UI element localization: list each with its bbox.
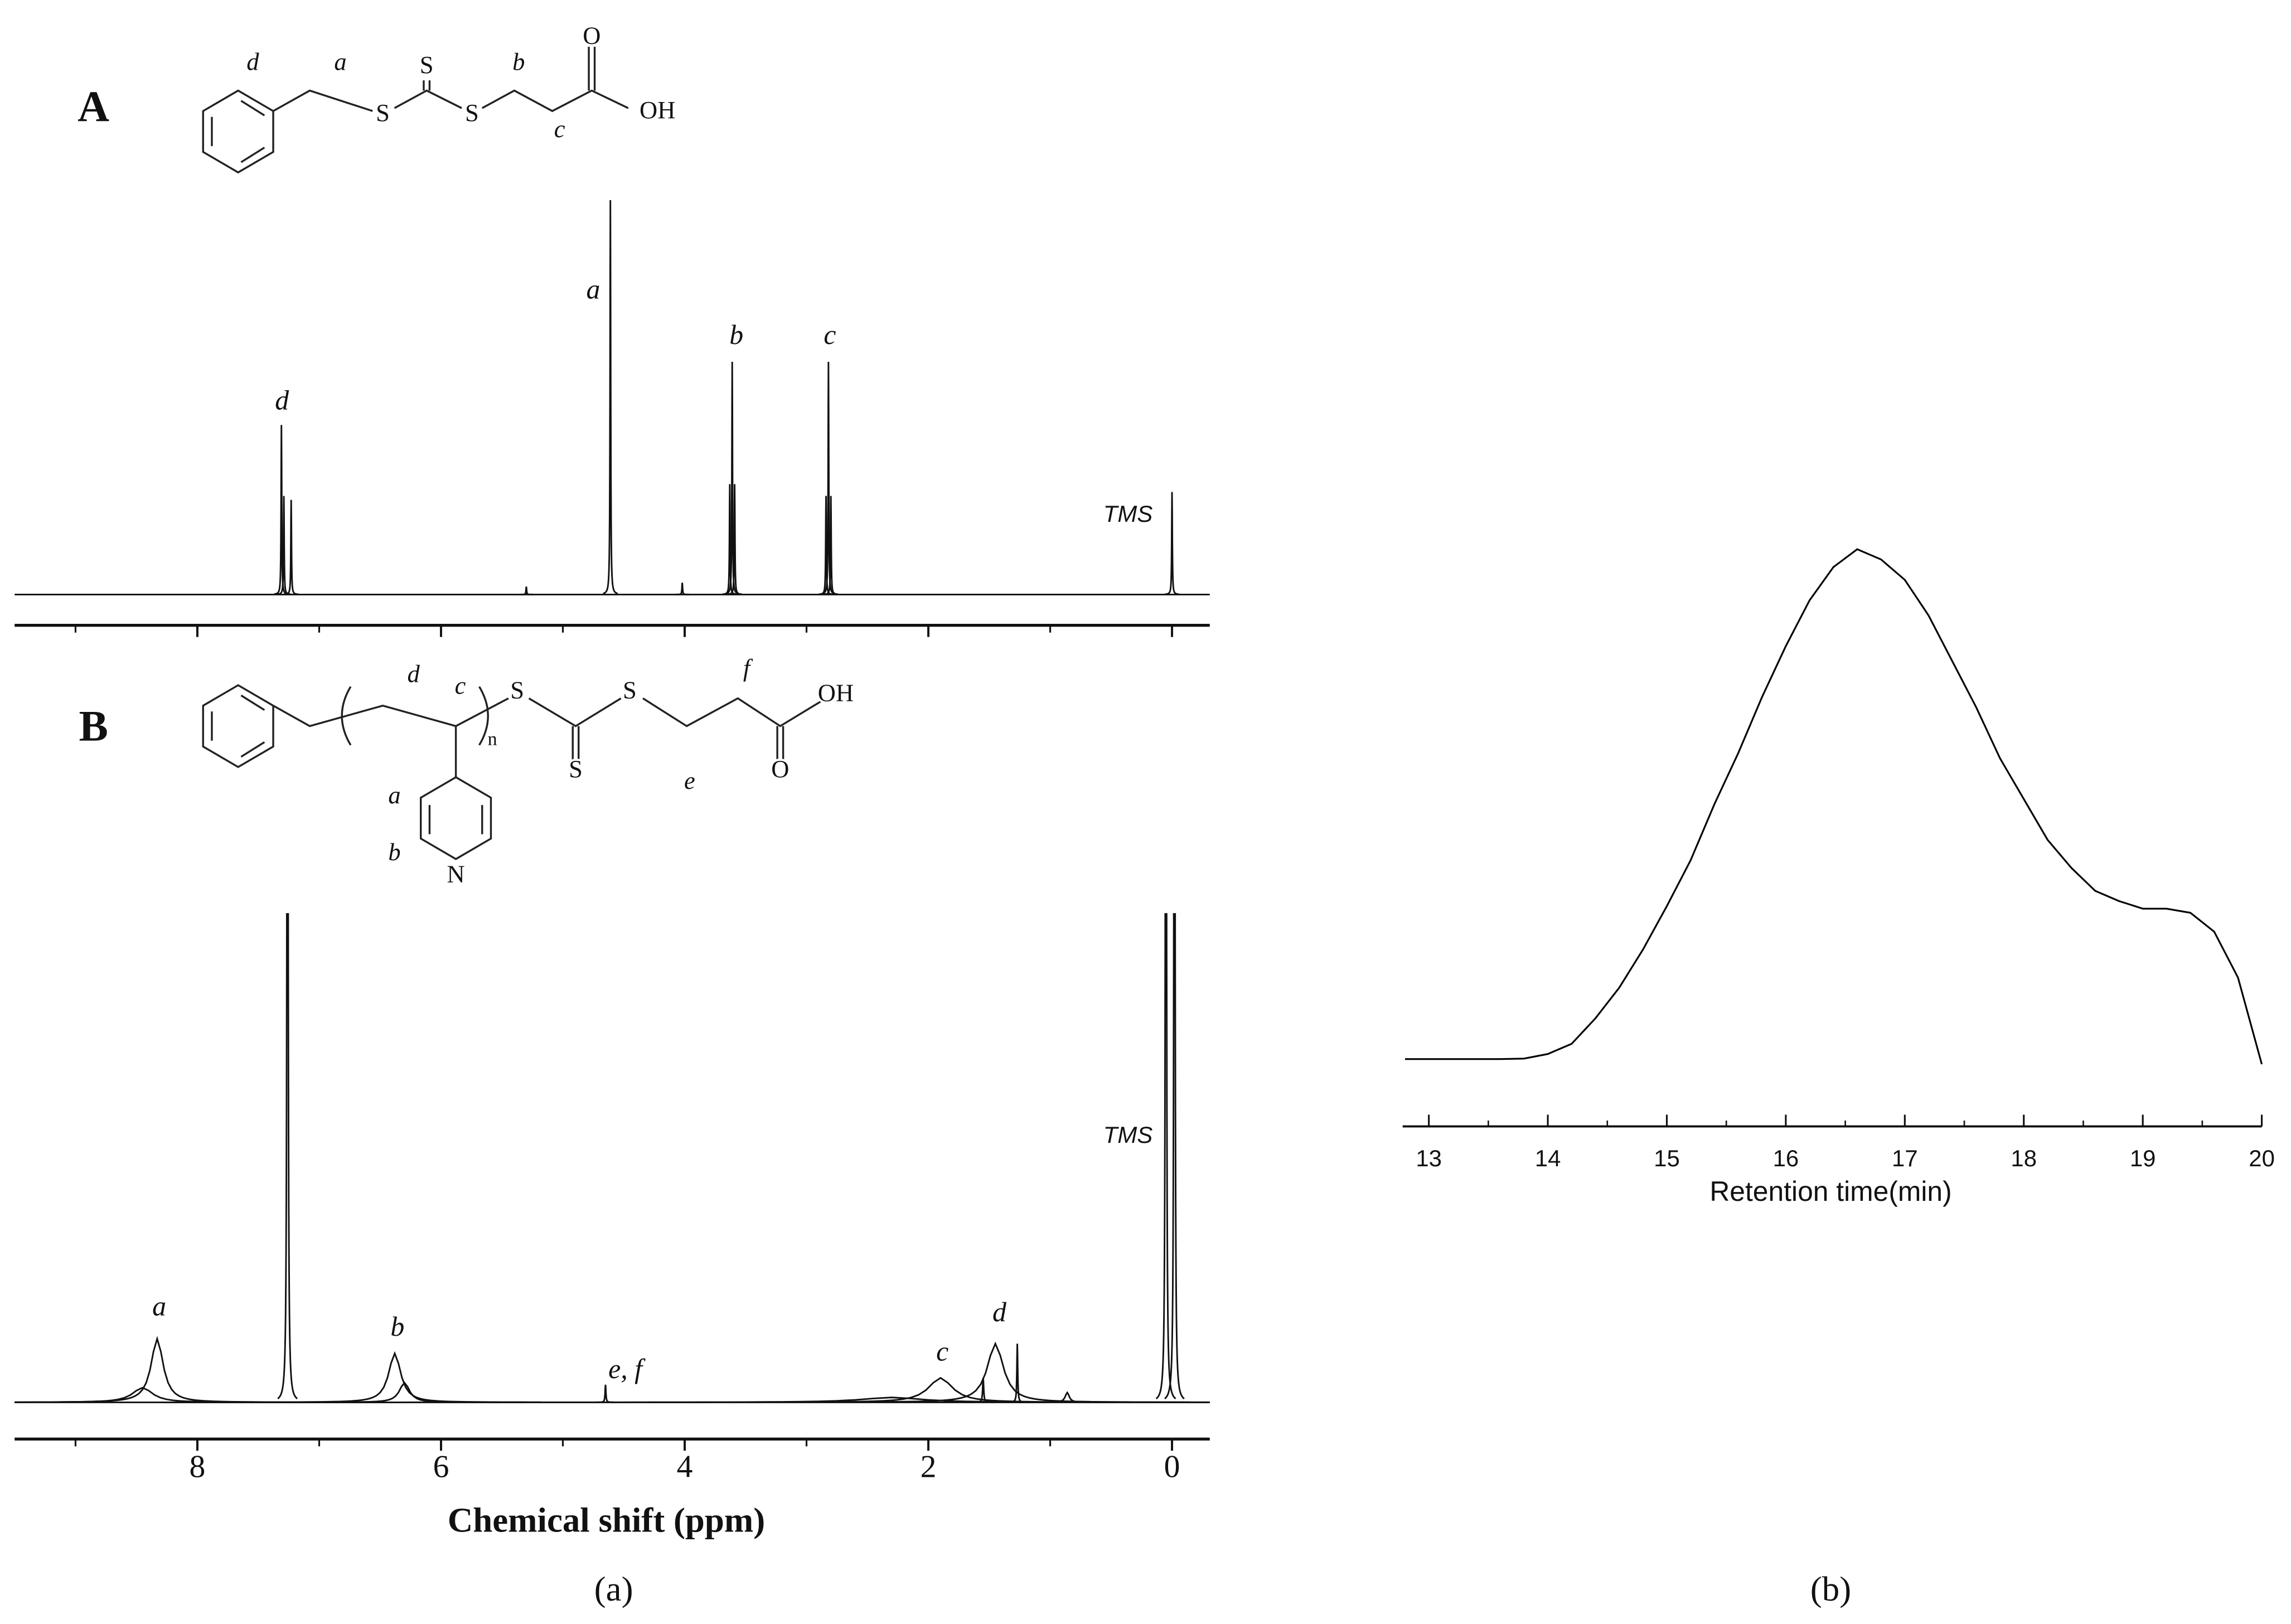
atom-label: e (684, 767, 695, 794)
peak (727, 484, 742, 595)
structure-a (202, 46, 629, 174)
peak-annotation: b (390, 1311, 404, 1342)
x-tick-label: 19 (2130, 1145, 2156, 1171)
peak-annotation: b (729, 319, 743, 350)
peak (283, 500, 299, 595)
peak (277, 913, 298, 1399)
atom-label: O (583, 21, 600, 49)
x-axis-title: Retention time(min) (1709, 1176, 1951, 1207)
atom-label: S (376, 99, 390, 127)
atom-label: N (447, 860, 465, 888)
peak (14, 1336, 304, 1403)
panel-letter: B (79, 702, 108, 750)
panel-label: (a) (594, 1569, 633, 1608)
peak (1164, 913, 1185, 1399)
peak (800, 1341, 1190, 1403)
peak (276, 496, 292, 595)
peak (519, 586, 534, 595)
x-tick-label: 6 (433, 1449, 449, 1484)
x-tick-label: 20 (2249, 1145, 2275, 1171)
x-tick-label: 15 (1654, 1145, 1680, 1171)
atom-label: S (510, 676, 524, 704)
atom-label: S (569, 755, 583, 783)
peak-annotation: c (936, 1336, 948, 1367)
atom-label: c (455, 671, 466, 699)
atom-label: S (623, 676, 637, 704)
atom-label: b (388, 838, 400, 866)
peak-annotation: d (992, 1297, 1007, 1327)
atom-label: OH (640, 96, 675, 124)
peak (821, 362, 836, 595)
x-tick-label: 17 (1892, 1145, 1918, 1171)
atom-label: a (334, 48, 346, 76)
peak (603, 200, 618, 595)
peak-annotation: d (275, 385, 289, 416)
peak (1155, 913, 1176, 1399)
atom-label: d (407, 660, 420, 688)
atom-label: c (554, 115, 565, 143)
structure-b (202, 684, 822, 860)
x-tick-label: 18 (2011, 1145, 2037, 1171)
peak-annotation: TMS (1103, 1122, 1153, 1148)
panel-letter: A (78, 83, 109, 131)
peak-annotation: a (152, 1291, 166, 1321)
atom-label: a (388, 781, 400, 809)
spectrum (14, 913, 1210, 1403)
peak (724, 362, 740, 595)
atom-label: b (512, 48, 525, 76)
atom-label: S (465, 99, 479, 127)
x-tick-label: 4 (677, 1449, 693, 1484)
x-tick-label: 0 (1164, 1449, 1180, 1484)
peak (1018, 1391, 1116, 1403)
peak (248, 1351, 541, 1403)
peak (648, 1376, 1210, 1403)
peak-annotation: c (824, 319, 836, 350)
peak-annotation: a (586, 274, 600, 305)
gpc-curve (1404, 548, 2263, 1065)
peak (161, 1397, 1210, 1403)
atom-label: n (488, 729, 497, 749)
x-tick-label: 2 (921, 1449, 937, 1484)
x-tick-label: 13 (1416, 1145, 1442, 1171)
atom-label: f (743, 654, 753, 682)
atom-label: d (246, 48, 259, 76)
peak (595, 1384, 616, 1403)
x-tick-label: 8 (190, 1449, 206, 1484)
x-tick-label: 14 (1535, 1145, 1561, 1171)
x-tick-label: 16 (1773, 1145, 1799, 1171)
spectrum (274, 200, 1180, 595)
peak (274, 425, 289, 595)
peak-annotation: e, f (608, 1354, 646, 1384)
x-axis-title: Chemical shift (ppm) (448, 1501, 765, 1540)
peak (1164, 492, 1180, 595)
peak (824, 496, 839, 595)
panel-label: (b) (1810, 1569, 1851, 1608)
atom-label: O (771, 755, 789, 783)
peak (675, 583, 690, 595)
atom-label: OH (818, 679, 854, 707)
peak-annotation: TMS (1103, 501, 1153, 527)
atom-label: S (420, 51, 434, 79)
